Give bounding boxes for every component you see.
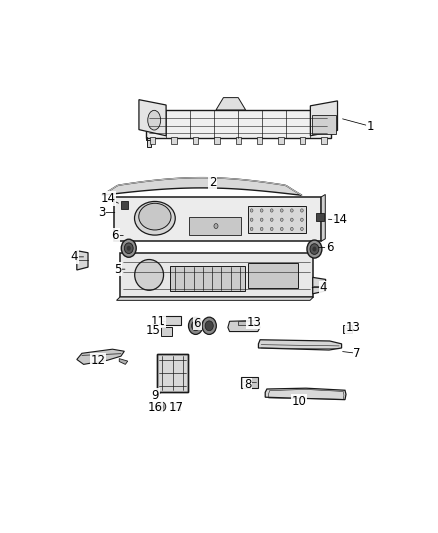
Circle shape [260, 218, 263, 221]
Text: 17: 17 [169, 401, 184, 414]
Bar [189, 217, 241, 235]
Text: 15: 15 [146, 324, 161, 337]
Text: 6: 6 [111, 229, 119, 242]
Bar [157, 354, 188, 392]
Bar [248, 206, 306, 233]
Circle shape [270, 209, 273, 212]
Text: 6: 6 [194, 317, 201, 330]
Text: 3: 3 [98, 206, 105, 219]
Circle shape [260, 209, 263, 212]
Circle shape [280, 218, 283, 221]
Polygon shape [313, 277, 325, 294]
Polygon shape [238, 321, 251, 325]
Bar [114, 197, 321, 241]
Bar [279, 137, 284, 144]
Bar [121, 201, 128, 209]
Circle shape [290, 209, 293, 212]
Text: 7: 7 [353, 347, 360, 360]
Circle shape [191, 321, 200, 330]
Polygon shape [77, 349, 124, 365]
Polygon shape [139, 100, 166, 136]
Circle shape [280, 227, 283, 231]
Text: 8: 8 [244, 378, 251, 391]
Bar [157, 354, 188, 392]
Bar [257, 137, 262, 144]
Bar [161, 317, 181, 325]
Circle shape [307, 240, 322, 258]
Polygon shape [119, 359, 128, 365]
Circle shape [202, 317, 216, 334]
Text: 9: 9 [152, 389, 159, 402]
Bar [343, 325, 352, 333]
Bar [171, 137, 177, 144]
Polygon shape [117, 297, 314, 301]
Circle shape [250, 209, 253, 212]
Bar [193, 137, 198, 144]
Text: 4: 4 [71, 251, 78, 263]
Text: 14: 14 [332, 213, 347, 227]
Circle shape [270, 227, 273, 231]
Circle shape [280, 209, 283, 212]
Bar [214, 137, 219, 144]
Circle shape [290, 218, 293, 221]
Bar [300, 137, 305, 144]
Text: 6: 6 [326, 241, 333, 254]
Circle shape [160, 404, 164, 409]
Circle shape [312, 247, 317, 252]
Text: 5: 5 [114, 263, 121, 276]
Circle shape [250, 227, 253, 231]
Circle shape [310, 244, 319, 254]
Ellipse shape [148, 110, 161, 130]
Polygon shape [146, 137, 151, 147]
Bar [170, 266, 245, 291]
Polygon shape [102, 177, 302, 195]
Circle shape [124, 243, 133, 254]
Ellipse shape [139, 203, 171, 230]
Ellipse shape [134, 201, 175, 235]
Bar [247, 263, 298, 288]
Polygon shape [265, 388, 346, 400]
Circle shape [127, 246, 131, 251]
Text: 4: 4 [319, 281, 327, 294]
Ellipse shape [135, 260, 163, 290]
Circle shape [260, 227, 263, 231]
Circle shape [300, 227, 303, 231]
Text: 13: 13 [345, 321, 360, 334]
Polygon shape [258, 340, 342, 350]
Circle shape [270, 218, 273, 221]
Bar [241, 377, 258, 388]
Circle shape [158, 402, 166, 411]
Text: 14: 14 [101, 192, 116, 205]
Text: 2: 2 [209, 176, 216, 189]
Bar [161, 327, 172, 336]
Bar [321, 137, 327, 144]
Polygon shape [228, 320, 260, 332]
Text: 12: 12 [91, 354, 106, 367]
Polygon shape [216, 98, 246, 110]
Circle shape [300, 218, 303, 221]
Circle shape [188, 317, 203, 334]
Bar [316, 213, 324, 221]
Polygon shape [311, 101, 338, 136]
Text: 11: 11 [151, 315, 166, 328]
Bar [312, 115, 336, 134]
Circle shape [250, 218, 253, 221]
Text: 16: 16 [148, 401, 163, 414]
Polygon shape [321, 195, 325, 241]
Bar [120, 253, 314, 297]
Circle shape [121, 239, 136, 257]
Bar [236, 137, 241, 144]
Polygon shape [77, 251, 88, 270]
Circle shape [214, 224, 218, 229]
Bar [146, 110, 331, 138]
Text: 13: 13 [247, 316, 262, 329]
Text: 1: 1 [367, 120, 374, 133]
Bar [173, 403, 180, 409]
Circle shape [290, 227, 293, 231]
Circle shape [205, 321, 213, 330]
Text: 10: 10 [292, 395, 307, 408]
Circle shape [300, 209, 303, 212]
Bar [150, 137, 155, 144]
